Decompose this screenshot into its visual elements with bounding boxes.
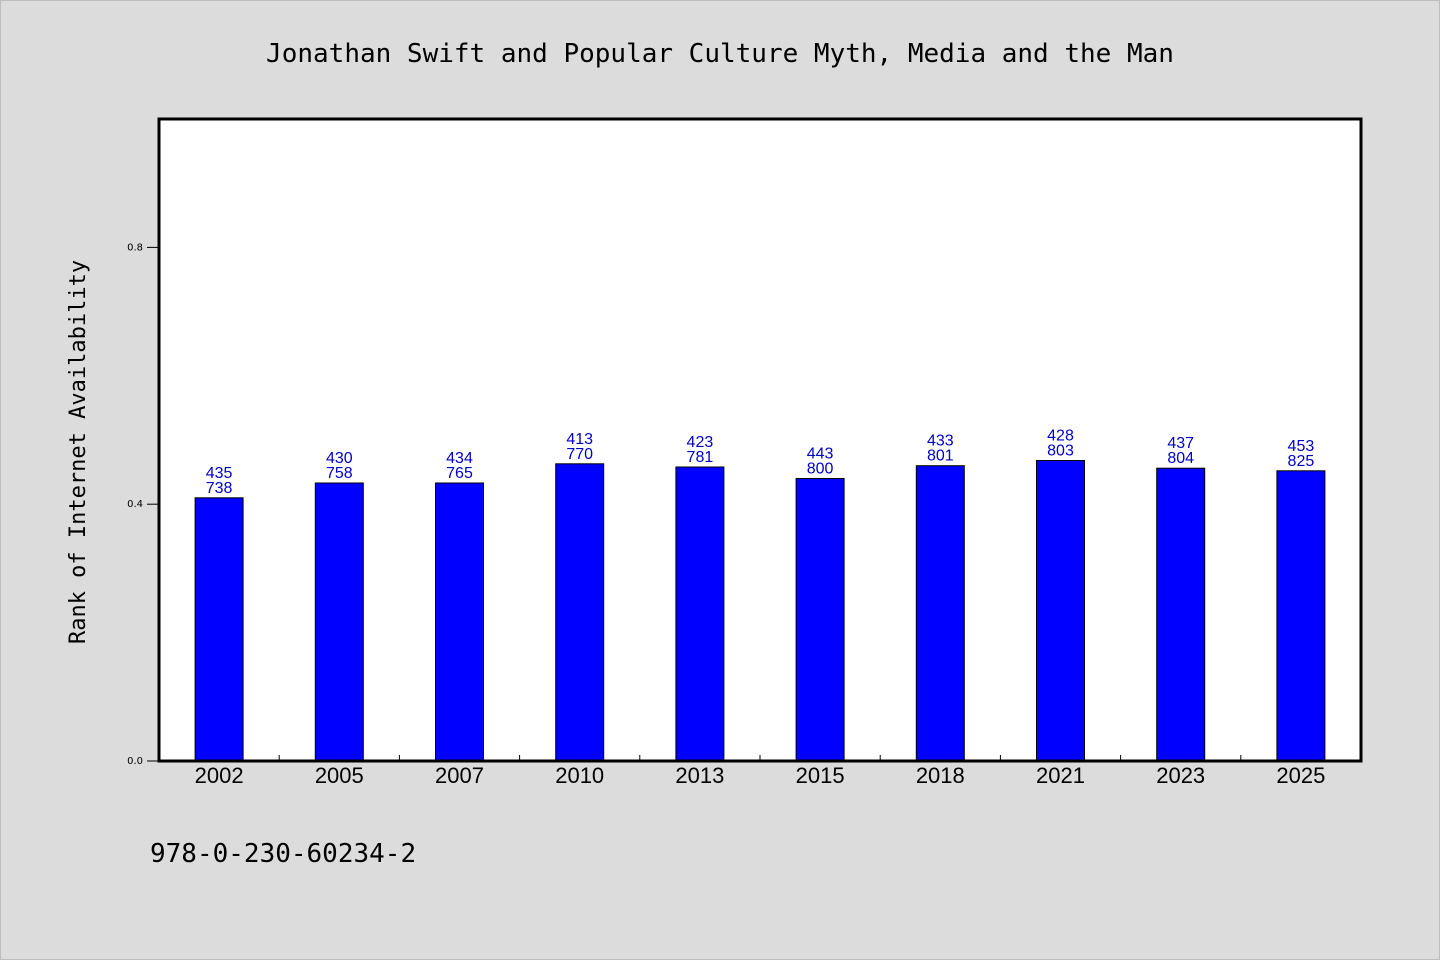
bar-label-top-2025: 453: [1288, 438, 1315, 455]
bar-2018: [915, 465, 965, 762]
bar-2010: [555, 463, 605, 762]
isbn-text: 978-0-230-60234-2: [150, 839, 416, 869]
x-tick-label-2002: 2002: [195, 763, 244, 788]
bar-2021: [1036, 460, 1085, 762]
x-tick-label-2015: 2015: [796, 763, 845, 788]
bars-layer: [194, 460, 1326, 762]
bar-label-bottom-2018: 801: [927, 448, 954, 465]
x-tick-label-2007: 2007: [435, 763, 484, 788]
bar-label-top-2021: 428: [1047, 428, 1074, 445]
bar-2005: [314, 482, 364, 762]
chart-title: Jonathan Swift and Popular Culture Myth,…: [266, 39, 1174, 69]
bar-2002: [194, 497, 244, 762]
y-tick-label: 0.0: [127, 756, 143, 767]
y-tick-label: 0.8: [127, 242, 143, 253]
bar-label-top-2023: 437: [1167, 435, 1194, 452]
y-tick-label: 0.4: [127, 499, 143, 510]
x-tick-label-2021: 2021: [1036, 763, 1085, 788]
bar-label-top-2015: 443: [807, 446, 834, 463]
x-axis: 2002 2005 2007 2010 2013 2015 2018 2021 2023 2025: [195, 755, 1325, 788]
bar-label-top-2018: 433: [927, 433, 954, 450]
bar-2007: [435, 482, 484, 762]
bar-label-bottom-2025: 825: [1288, 453, 1315, 470]
bar-2025: [1276, 470, 1326, 762]
y-axis: 0.0 0.4 0.8: [127, 242, 159, 767]
x-tick-label-2005: 2005: [315, 763, 364, 788]
bar-2015: [795, 478, 845, 762]
bar-label-bottom-2023: 804: [1167, 450, 1194, 467]
bar-label-bottom-2015: 800: [807, 461, 834, 478]
bar-label-top-2005: 430: [326, 450, 353, 467]
x-tick-label-2010: 2010: [555, 763, 604, 788]
bar-2023: [1156, 467, 1206, 762]
bar-label-bottom-2005: 758: [326, 465, 353, 482]
y-axis-label: Rank of Internet Availability: [66, 260, 91, 644]
plot-frame: [157, 117, 1363, 763]
x-tick-label-2023: 2023: [1156, 763, 1205, 788]
bar-label-top-2002: 435: [206, 465, 233, 482]
x-tick-label-2018: 2018: [916, 763, 965, 788]
bar-label-bottom-2021: 803: [1047, 443, 1074, 460]
bar-label-bottom-2013: 781: [687, 449, 714, 466]
bar-2013: [675, 466, 725, 762]
bar-label-top-2013: 423: [687, 434, 714, 451]
bar-label-top-2007: 434: [446, 450, 473, 467]
bar-label-bottom-2002: 738: [206, 480, 233, 497]
bar-label-top-2010: 413: [566, 431, 593, 448]
bar-label-bottom-2010: 770: [566, 446, 593, 463]
bar-label-bottom-2007: 765: [446, 465, 473, 482]
x-tick-label-2025: 2025: [1276, 763, 1325, 788]
x-tick-label-2013: 2013: [675, 763, 724, 788]
